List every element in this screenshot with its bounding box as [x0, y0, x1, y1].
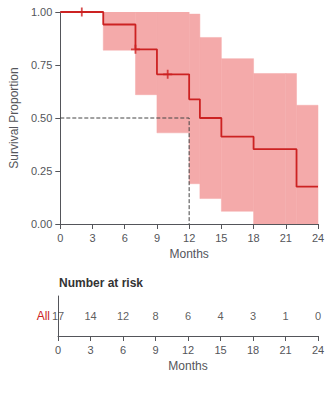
svg-text:24: 24 — [312, 344, 324, 356]
svg-text:3: 3 — [250, 310, 256, 322]
svg-text:18: 18 — [247, 232, 259, 244]
svg-text:15: 15 — [215, 232, 227, 244]
svg-text:21: 21 — [279, 344, 291, 356]
svg-text:15: 15 — [214, 344, 226, 356]
svg-text:Months: Months — [168, 359, 207, 373]
svg-text:9: 9 — [154, 232, 160, 244]
svg-text:Number at risk: Number at risk — [59, 276, 143, 290]
svg-text:All: All — [37, 309, 50, 323]
svg-text:21: 21 — [280, 232, 292, 244]
svg-text:12: 12 — [117, 310, 129, 322]
svg-text:6: 6 — [120, 344, 126, 356]
svg-text:14: 14 — [84, 310, 96, 322]
svg-text:6: 6 — [185, 310, 191, 322]
svg-text:24: 24 — [312, 232, 324, 244]
svg-text:0: 0 — [57, 232, 63, 244]
svg-text:18: 18 — [247, 344, 259, 356]
svg-text:4: 4 — [217, 310, 223, 322]
svg-text:3: 3 — [89, 232, 95, 244]
svg-text:12: 12 — [182, 344, 194, 356]
svg-text:0: 0 — [55, 344, 61, 356]
svg-text:0.25: 0.25 — [31, 165, 52, 177]
svg-text:3: 3 — [87, 344, 93, 356]
svg-text:1: 1 — [282, 310, 288, 322]
svg-text:17: 17 — [52, 310, 64, 322]
svg-text:8: 8 — [152, 310, 158, 322]
svg-text:0: 0 — [315, 310, 321, 322]
svg-text:0.75: 0.75 — [31, 59, 52, 71]
svg-text:Months: Months — [169, 247, 208, 261]
svg-text:0.00: 0.00 — [31, 218, 52, 230]
svg-text:12: 12 — [183, 232, 195, 244]
svg-text:Survival Proportion: Survival Proportion — [7, 67, 21, 168]
svg-text:9: 9 — [152, 344, 158, 356]
svg-text:1.00: 1.00 — [31, 6, 52, 18]
svg-text:6: 6 — [122, 232, 128, 244]
svg-text:0.50: 0.50 — [31, 112, 52, 124]
